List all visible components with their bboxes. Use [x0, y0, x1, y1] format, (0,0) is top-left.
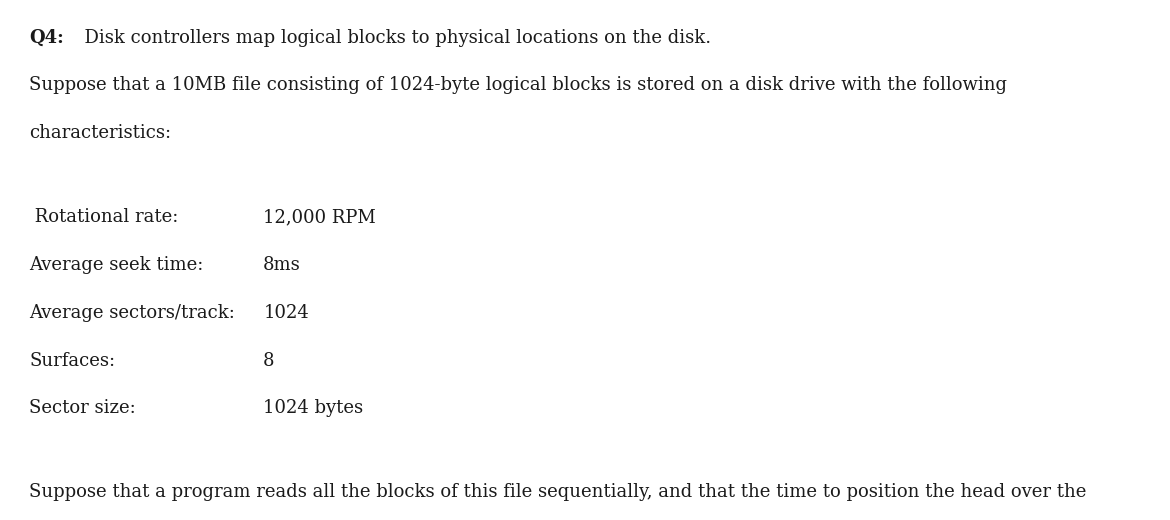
Text: Surfaces:: Surfaces: — [29, 352, 116, 370]
Text: 1024 bytes: 1024 bytes — [263, 399, 364, 418]
Text: Suppose that a program reads all the blocks of this file sequentially, and that : Suppose that a program reads all the blo… — [29, 483, 1087, 501]
Text: Disk controllers map logical blocks to physical locations on the disk.: Disk controllers map logical blocks to p… — [73, 29, 710, 47]
Text: 8: 8 — [263, 352, 275, 370]
Text: 8ms: 8ms — [263, 256, 301, 274]
Text: Average sectors/track:: Average sectors/track: — [29, 304, 235, 322]
Text: Average seek time:: Average seek time: — [29, 256, 204, 274]
Text: characteristics:: characteristics: — [29, 124, 171, 142]
Text: 12,000 RPM: 12,000 RPM — [263, 208, 376, 226]
Text: Suppose that a 10MB file consisting of 1024-byte logical blocks is stored on a d: Suppose that a 10MB file consisting of 1… — [29, 76, 1007, 95]
Text: Rotational rate:: Rotational rate: — [29, 208, 179, 226]
Text: Sector size:: Sector size: — [29, 399, 136, 418]
Text: Q4:: Q4: — [29, 29, 64, 47]
Text: 1024: 1024 — [263, 304, 309, 322]
